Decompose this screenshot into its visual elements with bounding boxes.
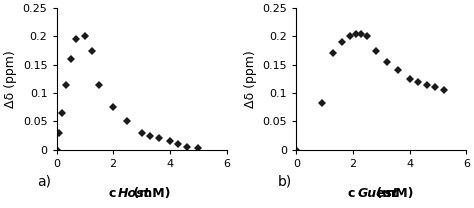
Text: Guest: Guest <box>357 187 399 200</box>
Y-axis label: Δδ (ppm): Δδ (ppm) <box>244 50 257 108</box>
Text: Host: Host <box>118 187 150 200</box>
Text: (mM): (mM) <box>129 187 171 200</box>
Text: c: c <box>108 187 116 200</box>
Y-axis label: Δδ (ppm): Δδ (ppm) <box>4 50 17 108</box>
Text: a): a) <box>37 175 52 189</box>
Text: (mM): (mM) <box>372 187 413 200</box>
Text: b): b) <box>277 175 292 189</box>
Text: c: c <box>348 187 355 200</box>
